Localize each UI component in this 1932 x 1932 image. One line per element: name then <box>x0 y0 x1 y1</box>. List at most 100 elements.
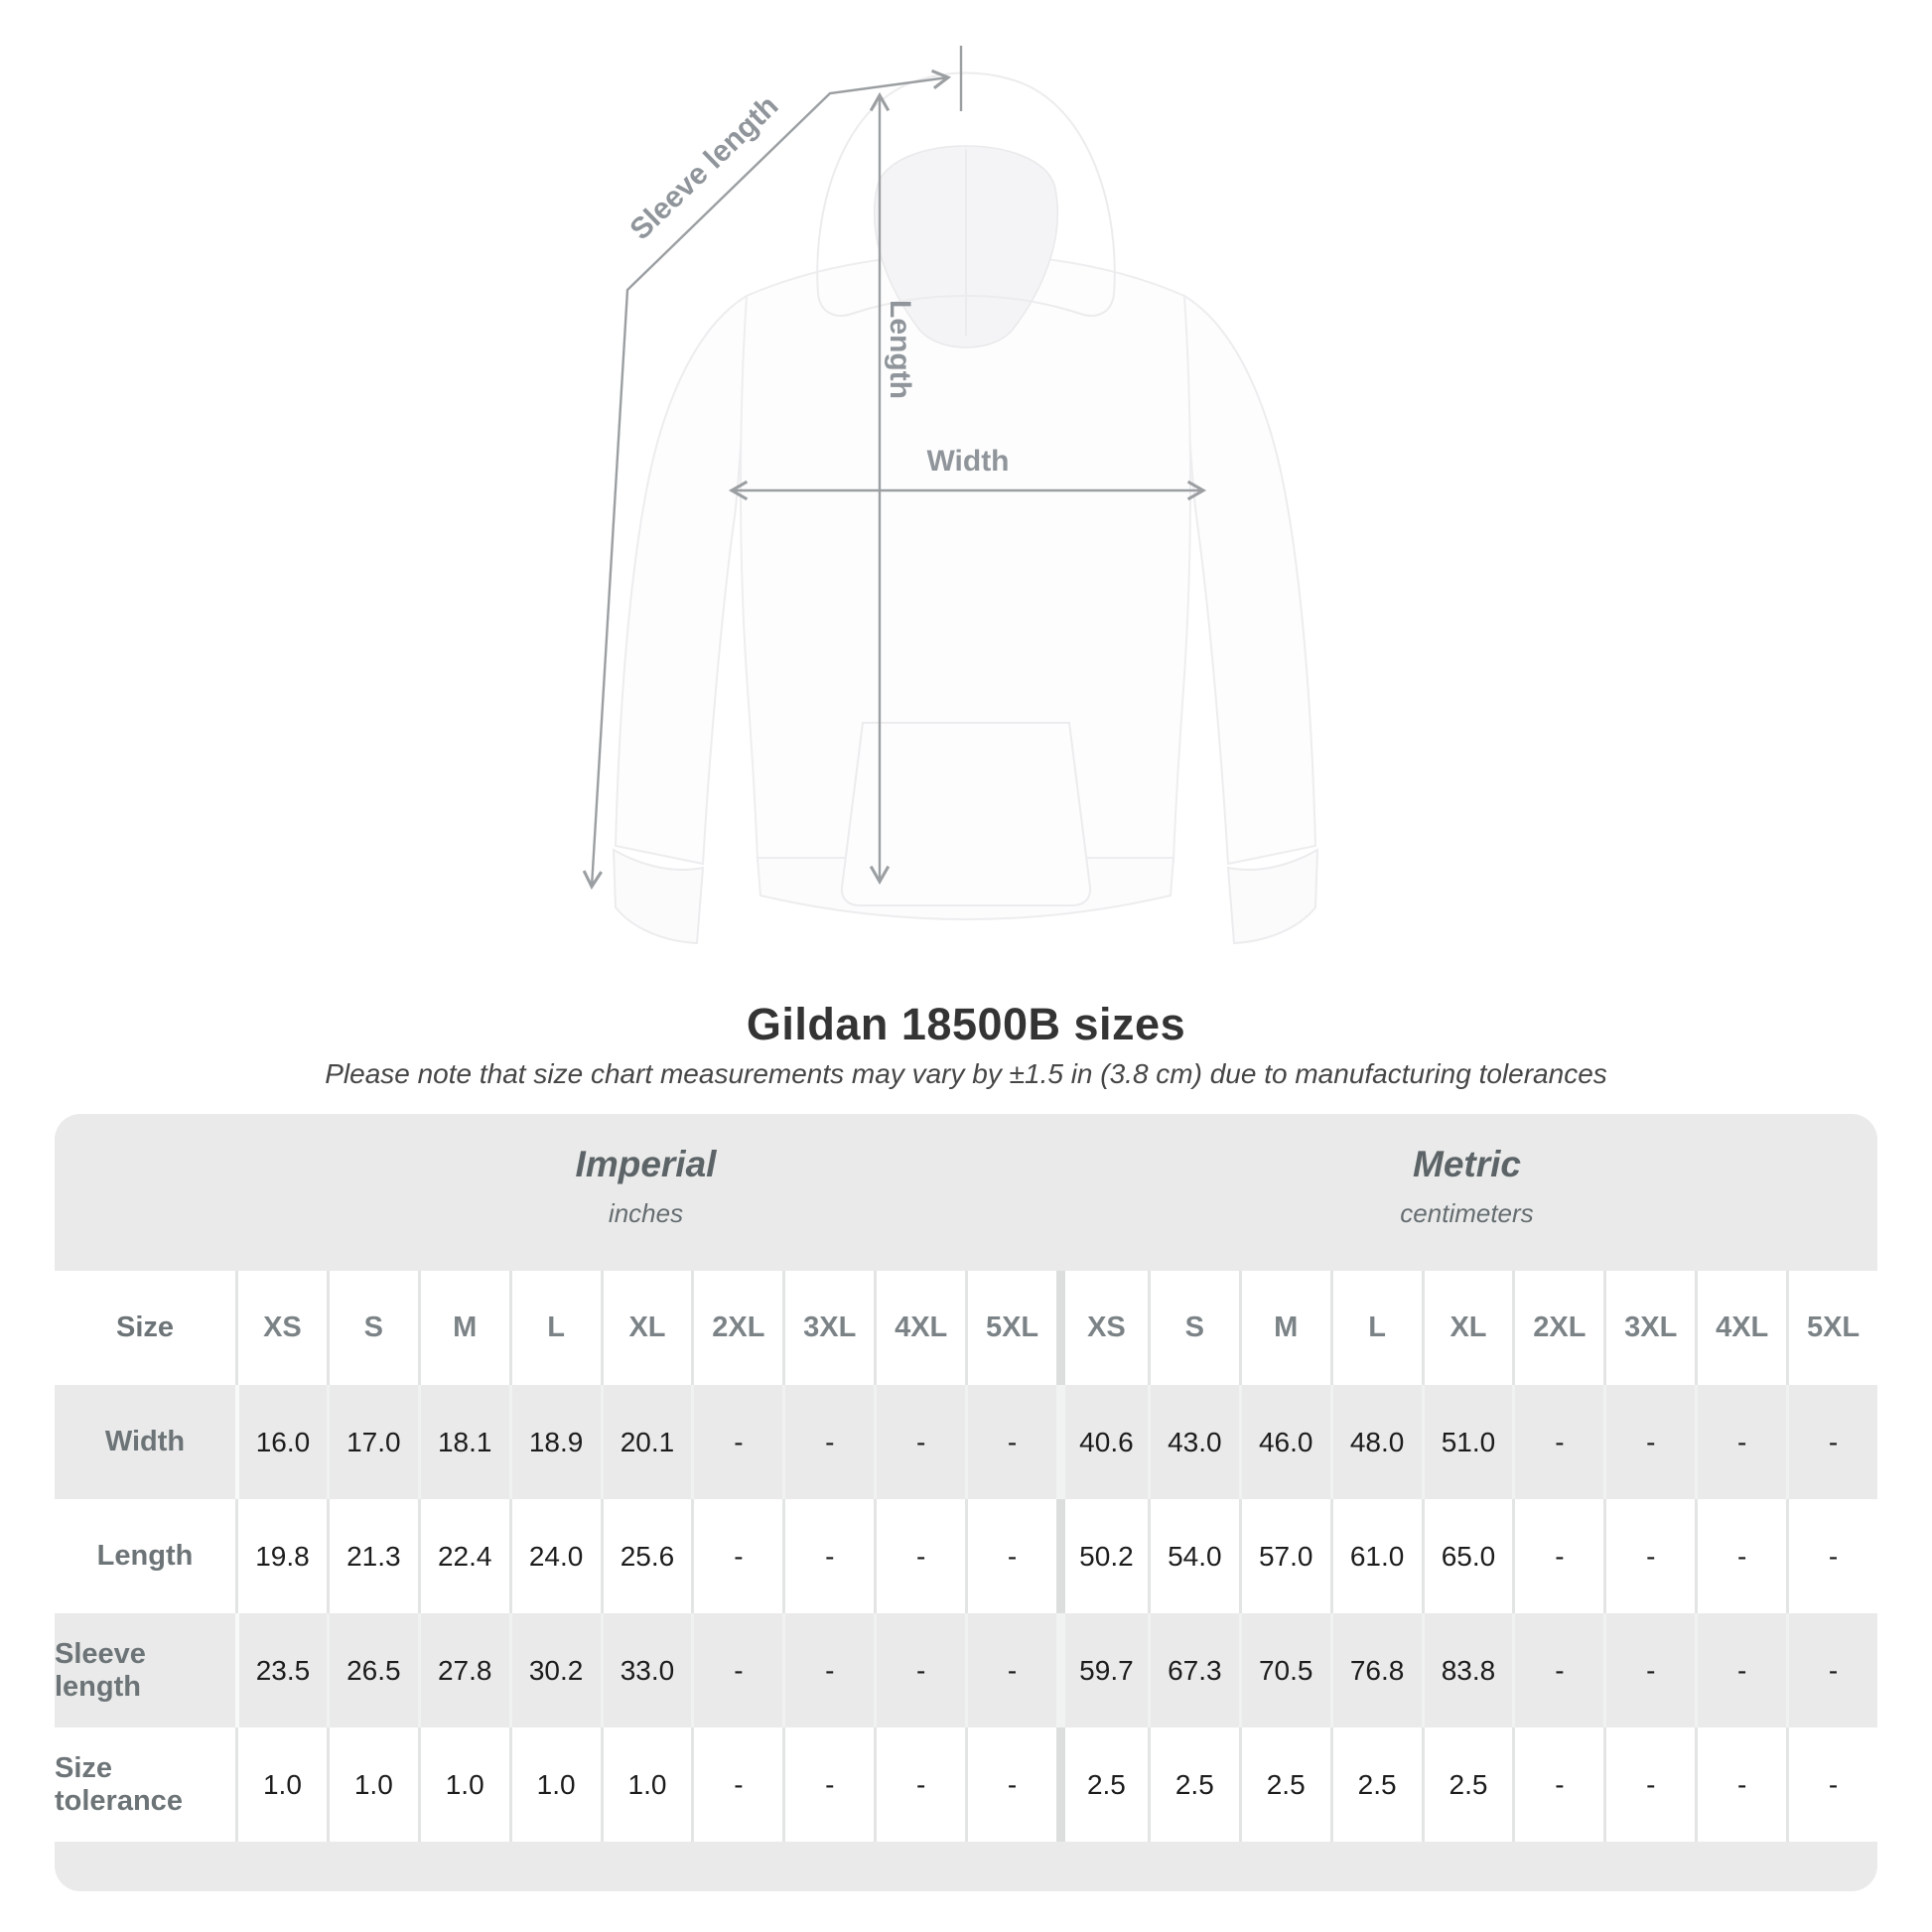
value-cell: - <box>1695 1385 1786 1499</box>
value-cell: 24.0 <box>508 1499 601 1613</box>
value-cell: 22.4 <box>417 1499 509 1613</box>
value-cell: 40.6 <box>1055 1385 1148 1499</box>
value-cell: 2.5 <box>1329 1727 1422 1842</box>
value-cell: - <box>874 1613 965 1727</box>
size-col-header-metric-3xl: 3XL <box>1603 1271 1695 1385</box>
value-cell: - <box>1786 1385 1877 1499</box>
value-cell: 33.0 <box>600 1613 692 1727</box>
value-cell: 1.0 <box>326 1727 418 1842</box>
hoodie-illustration <box>612 71 1319 945</box>
value-cell: 2.5 <box>1147 1727 1239 1842</box>
tolerance-note: Please note that size chart measurements… <box>325 1058 1607 1089</box>
hoodie-right-sleeve <box>1183 294 1317 866</box>
row-label: Width <box>104 1426 186 1457</box>
imperial-group-header: Imperial inches <box>235 1114 1056 1271</box>
value-cell: 70.5 <box>1238 1613 1330 1727</box>
value-cell: 2.5 <box>1238 1727 1330 1842</box>
value-cell: 54.0 <box>1147 1499 1239 1613</box>
value-cell: 50.2 <box>1055 1499 1148 1613</box>
imperial-unit: inches <box>608 1198 684 1228</box>
measurement-arrows <box>582 46 1207 891</box>
metric-group-header: Metric centimeters <box>1056 1114 1877 1271</box>
page-title: Gildan 18500B sizes <box>746 999 1186 1049</box>
value-cell: - <box>782 1499 874 1613</box>
value-cell: 16.0 <box>235 1385 327 1499</box>
size-col-header-imperial-5xl: 5XL <box>965 1271 1056 1385</box>
value-cell: 1.0 <box>600 1727 692 1842</box>
value-cell: - <box>965 1727 1056 1842</box>
size-col-header-imperial-4xl: 4XL <box>874 1271 965 1385</box>
size-col-header-metric-l: L <box>1329 1271 1422 1385</box>
value-cell: - <box>691 1499 782 1613</box>
table-rows: Size XS S M L XL 2XL 3XL 4XL 5XL XS S M L XL 2XL 3XL 4XL 5… <box>55 1271 1877 1842</box>
hoodie-measurement-diagram: Sleeve length Length Width <box>582 46 1319 945</box>
value-cell: - <box>691 1727 782 1842</box>
value-cell: - <box>1695 1727 1786 1842</box>
size-col-header-metric-4xl: 4XL <box>1695 1271 1786 1385</box>
value-cell: 83.8 <box>1421 1613 1513 1727</box>
value-cell: - <box>1786 1727 1877 1842</box>
hoodie-left-sleeve <box>614 294 748 866</box>
value-cell: 19.8 <box>235 1499 327 1613</box>
size-col-header-imperial-3xl: 3XL <box>782 1271 874 1385</box>
table-row-length: Length 19.8 21.3 22.4 24.0 25.6- - - -50.2 54.0 57… <box>55 1499 1877 1613</box>
metric-unit: centimeters <box>1400 1198 1534 1228</box>
size-table: Imperial inches Metric centimeters Size X… <box>55 1114 1877 1891</box>
value-cell: - <box>691 1613 782 1727</box>
size-col-header-imperial-2xl: 2XL <box>691 1271 782 1385</box>
value-cell: 1.0 <box>508 1727 601 1842</box>
value-cell: 1.0 <box>417 1727 509 1842</box>
size-corner-label: Size <box>115 1311 175 1343</box>
value-cell: - <box>1786 1499 1877 1613</box>
size-header-row: Size XS S M L XL 2XL 3XL 4XL 5XL XS S M L XL 2XL 3XL 4XL 5… <box>55 1271 1877 1385</box>
value-cell: 21.3 <box>326 1499 418 1613</box>
value-cell: 2.5 <box>1421 1727 1513 1842</box>
value-cell: - <box>1603 1385 1695 1499</box>
value-cell: 30.2 <box>508 1613 601 1727</box>
row-label: Size tolerance <box>55 1751 183 1817</box>
value-cell: - <box>782 1385 874 1499</box>
sleeve-length-label: Sleeve length <box>623 89 784 246</box>
value-cell: 65.0 <box>1421 1499 1513 1613</box>
value-cell: - <box>1512 1727 1603 1842</box>
value-cell: - <box>1786 1613 1877 1727</box>
value-cell: 18.9 <box>508 1385 601 1499</box>
value-cell: - <box>782 1613 874 1727</box>
size-col-header-imperial-m: M <box>417 1271 509 1385</box>
value-cell: - <box>691 1385 782 1499</box>
value-cell: 27.8 <box>417 1613 509 1727</box>
value-cell: - <box>965 1613 1056 1727</box>
size-col-header-metric-2xl: 2XL <box>1512 1271 1603 1385</box>
value-cell: 51.0 <box>1421 1385 1513 1499</box>
value-cell: - <box>1512 1613 1603 1727</box>
row-label: Length <box>96 1540 194 1572</box>
value-cell: - <box>965 1385 1056 1499</box>
value-cell: 76.8 <box>1329 1613 1422 1727</box>
value-cell: 1.0 <box>235 1727 327 1842</box>
value-cell: 18.1 <box>417 1385 509 1499</box>
length-label: Length <box>884 300 916 399</box>
size-col-header-metric-m: M <box>1238 1271 1330 1385</box>
value-cell: - <box>1512 1499 1603 1613</box>
value-cell: - <box>782 1727 874 1842</box>
value-cell: - <box>1603 1727 1695 1842</box>
size-col-header-imperial-xs: XS <box>235 1271 327 1385</box>
sleeve-length-arrow <box>582 69 952 891</box>
value-cell: 23.5 <box>235 1613 327 1727</box>
value-cell: 67.3 <box>1147 1613 1239 1727</box>
value-cell: - <box>1695 1613 1786 1727</box>
table-row-sleeve-length: Sleeve length 23.5 26.5 27.8 30.2 33.0- - - -59.… <box>55 1613 1877 1727</box>
size-col-header-metric-xl: XL <box>1421 1271 1513 1385</box>
value-cell: 17.0 <box>326 1385 418 1499</box>
value-cell: - <box>874 1499 965 1613</box>
value-cell: 57.0 <box>1238 1499 1330 1613</box>
value-cell: 20.1 <box>600 1385 692 1499</box>
value-cell: 48.0 <box>1329 1385 1422 1499</box>
value-cell: - <box>1512 1385 1603 1499</box>
value-cell: - <box>874 1727 965 1842</box>
size-col-header-metric-s: S <box>1147 1271 1239 1385</box>
value-cell: 2.5 <box>1055 1727 1148 1842</box>
size-col-header-imperial-xl: XL <box>600 1271 692 1385</box>
hoodie-left-cuff <box>612 848 705 945</box>
